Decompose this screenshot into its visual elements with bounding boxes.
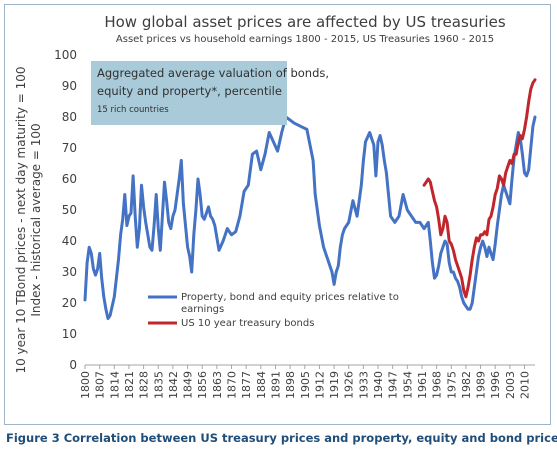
series-line-property <box>83 115 537 320</box>
chart-frame: How global asset prices are affected by … <box>4 4 551 425</box>
x-tick-label: 1807 <box>94 371 107 399</box>
x-tick-label: 1982 <box>460 371 473 399</box>
x-tick-label: 1800 <box>79 371 92 399</box>
y-tick-label: 10 <box>62 327 77 341</box>
x-tick-label: 1996 <box>489 371 502 399</box>
x-tick-label: 1856 <box>196 371 209 399</box>
x-tick-label: 1842 <box>167 371 180 399</box>
x-tick-label: 1884 <box>255 371 268 399</box>
series-line-treasury <box>422 78 537 299</box>
x-tick-label: 1877 <box>240 371 253 399</box>
x-tick-label: 1968 <box>431 371 444 399</box>
y-tick-label: 70 <box>62 141 77 155</box>
x-tick-label: 1919 <box>328 371 341 399</box>
x-tick-label: 1940 <box>372 371 385 399</box>
x-tick-label: 1870 <box>226 371 239 399</box>
annotation-subtext: 15 rich countries <box>97 105 169 115</box>
x-tick-label: 1863 <box>211 371 224 399</box>
figure-caption: Figure 3 Correlation between US treasury… <box>6 430 557 445</box>
annotation-line-1: Aggregated average valuation of bonds, <box>97 66 329 80</box>
y-tick-label: 80 <box>62 110 77 124</box>
y-tick-label: 100 <box>54 48 77 62</box>
x-axis: 1800 1807 1814 1821 1828 1835 1842 1849 1856 1863… <box>79 364 535 399</box>
chart-subtitle: Asset prices vs household earnings 1800 … <box>116 34 494 45</box>
x-tick-label: 1912 <box>313 371 326 399</box>
y-axis-title: 10 year 10 TBond prices - next day matur… <box>14 66 43 373</box>
y-tick-label: 50 <box>62 203 77 217</box>
y-axis-ticks: 0 10 20 30 40 50 60 70 80 90 100 <box>54 48 77 372</box>
y-tick-label: 60 <box>62 172 77 186</box>
series-layer <box>83 78 537 320</box>
x-tick-label: 1905 <box>299 371 312 399</box>
legend: Property, bond and equity prices relativ… <box>148 292 399 329</box>
x-tick-label: 1926 <box>343 371 356 399</box>
x-tick-label: 2010 <box>519 371 532 399</box>
legend-label-property-line-2: earnings <box>181 304 224 315</box>
x-tick-label: 1835 <box>152 371 165 399</box>
x-tick-label: 1961 <box>416 371 429 399</box>
y-tick-label: 0 <box>69 358 77 372</box>
legend-label-property-line-1: Property, bond and equity prices relativ… <box>181 292 399 303</box>
x-tick-label: 1821 <box>123 371 136 399</box>
x-tick-label: 1814 <box>108 371 121 399</box>
y-axis-title-line-1: 10 year 10 TBond prices - next day matur… <box>14 66 28 373</box>
annotation-box: Aggregated average valuation of bonds, e… <box>91 61 329 125</box>
x-tick-label: 1989 <box>475 371 488 399</box>
x-tick-label: 1891 <box>269 371 282 399</box>
annotation-background <box>91 61 287 125</box>
caption-text: Figure 3 Correlation between US treasury… <box>6 430 557 445</box>
x-tick-label: 1947 <box>387 371 400 399</box>
x-tick-label: 1954 <box>401 371 414 399</box>
x-tick-label: 1828 <box>138 371 151 399</box>
y-tick-label: 30 <box>62 265 77 279</box>
x-tick-label: 2003 <box>504 371 517 399</box>
chart-title: How global asset prices are affected by … <box>104 13 506 31</box>
x-tick-label: 1849 <box>182 371 195 399</box>
y-tick-label: 90 <box>62 79 77 93</box>
annotation-line-2: equity and property*, percentile <box>97 84 282 98</box>
x-tick-label: 1898 <box>284 371 297 399</box>
x-tick-label: 1975 <box>445 371 458 399</box>
y-tick-label: 40 <box>62 234 77 248</box>
legend-label-treasury: US 10 year treasury bonds <box>181 318 314 329</box>
chart-svg: How global asset prices are affected by … <box>14 13 537 399</box>
y-tick-label: 20 <box>62 296 77 310</box>
x-tick-label: 1933 <box>357 371 370 399</box>
y-axis-title-line-2: Index - historical average = 100 <box>29 123 43 316</box>
